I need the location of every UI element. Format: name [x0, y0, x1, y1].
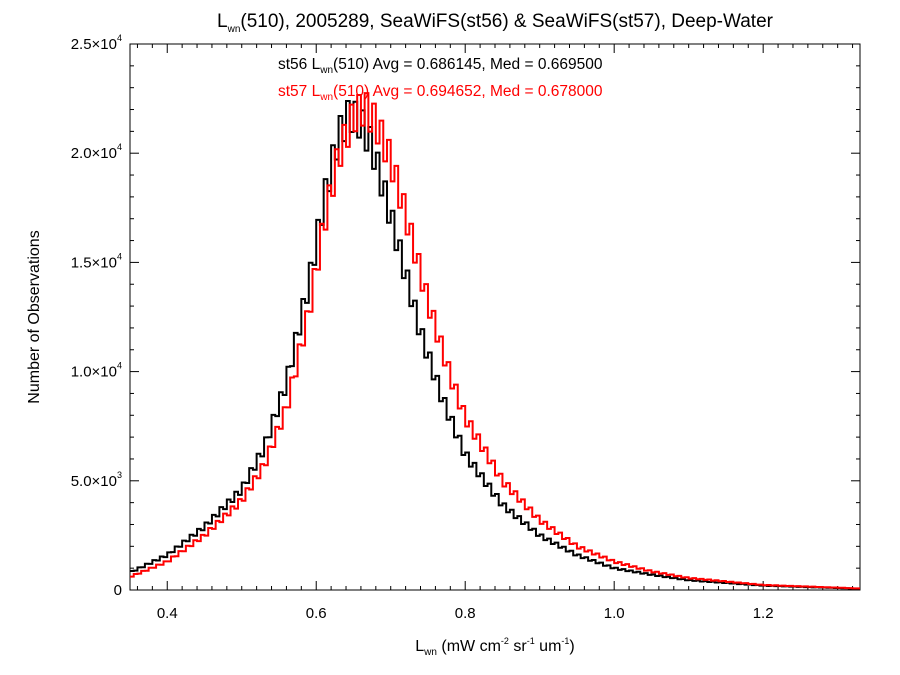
y-axis-label: Number of Observations	[26, 230, 43, 403]
axis-ticks	[130, 43, 860, 591]
x-tick-label: 0.8	[455, 605, 476, 622]
series-st56-line	[130, 99, 860, 590]
y-tick-label: 2.0×104	[71, 142, 122, 162]
x-tick-label: 0.6	[306, 605, 327, 622]
y-tick-label: 1.5×104	[71, 251, 122, 271]
y-tick-label: 2.5×104	[71, 33, 122, 53]
plot-frame	[129, 43, 861, 591]
x-tick-label: 1.2	[753, 605, 774, 622]
series-st57-line	[130, 92, 860, 590]
x-tick-labels: 0.4 0.6 0.8 1.0 1.2	[157, 605, 774, 622]
x-tick-label: 0.4	[157, 605, 178, 622]
chart-title: Lwn(510), 2005289, SeaWiFS(st56) & SeaWi…	[217, 11, 774, 35]
x-tick-label: 1.0	[604, 605, 625, 622]
y-tick-labels: 0 5.0×103 1.0×104 1.5×104 2.0×104 2.5×104	[71, 33, 122, 599]
stat-line-st56: st56 Lwn(510) Avg = 0.686145, Med = 0.66…	[278, 56, 603, 76]
y-tick-label: 5.0×103	[71, 470, 122, 490]
stat-line-st57: st57 Lwn(510) Avg = 0.694652, Med = 0.67…	[278, 83, 603, 103]
series-layer	[130, 92, 860, 590]
y-tick-label: 0	[114, 582, 122, 599]
y-tick-label: 1.0×104	[71, 361, 122, 381]
x-axis-label: Lwn (mW cm-2 sr-1 um-1)	[415, 636, 575, 658]
